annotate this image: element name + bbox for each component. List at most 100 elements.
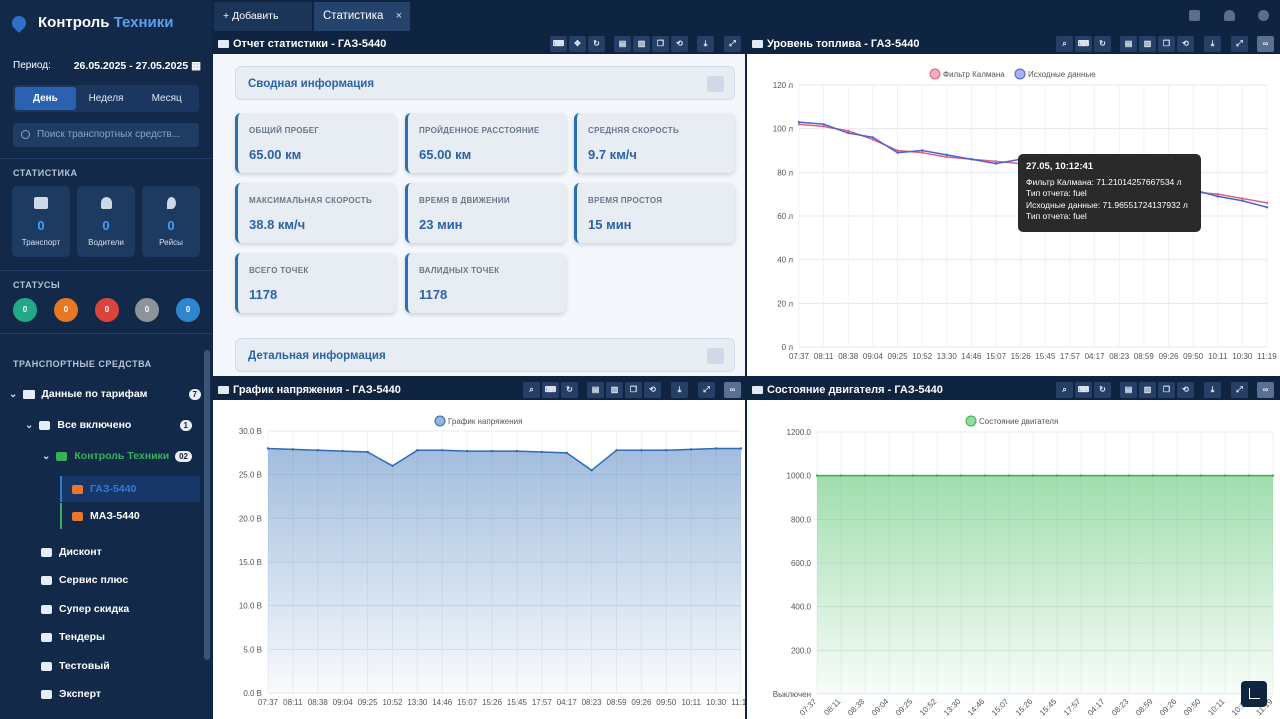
card-avg-speed: СРЕДНЯЯ СКОРОСТЬ 9.7 км/ч bbox=[574, 113, 735, 173]
split-icon[interactable]: ▤ bbox=[614, 36, 631, 52]
tree-all-inclusive[interactable]: ⌄ Все включено 1 bbox=[25, 412, 204, 438]
tree-label: МАЗ-5440 bbox=[90, 510, 140, 522]
calendar-icon[interactable]: ▦ bbox=[191, 60, 201, 72]
download-icon[interactable]: ⤓ bbox=[1204, 382, 1221, 398]
reload-icon[interactable]: ⟲ bbox=[671, 36, 688, 52]
fullscreen-icon[interactable]: ⤢ bbox=[1231, 382, 1248, 398]
tree-vehicle-maz[interactable]: МАЗ-5440 bbox=[60, 503, 200, 529]
stats-heading: СТАТИСТИКА bbox=[13, 168, 78, 178]
link-icon[interactable]: ∞ bbox=[724, 382, 741, 398]
tree-test[interactable]: Тестовый bbox=[41, 653, 212, 679]
move-icon[interactable]: ✥ bbox=[569, 36, 586, 52]
tree-control-tech[interactable]: ⌄ Контроль Техники 02 bbox=[42, 443, 204, 469]
download-icon[interactable]: ⤓ bbox=[697, 36, 714, 52]
refresh-icon[interactable]: ↻ bbox=[588, 36, 605, 52]
period-tab-month[interactable]: Месяц bbox=[151, 93, 182, 104]
keyboard-icon[interactable]: ⌨ bbox=[1075, 36, 1092, 52]
app-logo[interactable]: Контроль Техники bbox=[9, 12, 174, 33]
tree-vehicle-gaz[interactable]: ГАЗ-5440 bbox=[60, 476, 200, 502]
link-icon[interactable]: ∞ bbox=[1257, 36, 1274, 52]
status-dot-offline[interactable]: 0 bbox=[135, 298, 159, 322]
data-point bbox=[590, 469, 593, 472]
status-dot-info[interactable]: 0 bbox=[176, 298, 200, 322]
zoom-icon[interactable]: ⌕ bbox=[523, 382, 540, 398]
copy-icon[interactable]: ❐ bbox=[625, 382, 642, 398]
expand-icon[interactable]: ⤢ bbox=[724, 36, 741, 52]
x-tick-label: 15:45 bbox=[507, 698, 528, 707]
tree-label: Тендеры bbox=[59, 631, 105, 643]
engine-chart[interactable]: Выключен 200.0 400.0 600.0 800.0 1000.0 1200.0… bbox=[747, 400, 1280, 719]
tree-service-plus[interactable]: Сервис плюс bbox=[41, 567, 212, 593]
copy-icon[interactable]: ❐ bbox=[652, 36, 669, 52]
fullscreen-icon[interactable]: ⤢ bbox=[698, 382, 715, 398]
card-key: ВАЛИДНЫХ ТОЧЕК bbox=[419, 266, 500, 275]
keyboard-icon[interactable]: ⌨ bbox=[542, 382, 559, 398]
split-icon[interactable]: ▤ bbox=[1120, 36, 1137, 52]
stat-trips[interactable]: 0 Рейсы bbox=[142, 186, 200, 257]
tree-discount[interactable]: Дисконт bbox=[41, 539, 212, 565]
data-point bbox=[1241, 199, 1244, 202]
stat-drivers[interactable]: 0 Водители bbox=[77, 186, 135, 257]
reload-icon[interactable]: ⟲ bbox=[1177, 382, 1194, 398]
sidebar-scrollbar[interactable] bbox=[204, 350, 210, 660]
zoom-icon[interactable]: ⌕ bbox=[1056, 36, 1073, 52]
reload-icon[interactable]: ⟲ bbox=[1177, 36, 1194, 52]
grid-icon[interactable] bbox=[1189, 10, 1200, 21]
split-icon[interactable]: ▤ bbox=[1120, 382, 1137, 398]
chart-toggle-button[interactable] bbox=[1241, 681, 1267, 707]
columns-icon[interactable]: ▥ bbox=[1139, 382, 1156, 398]
help-icon[interactable] bbox=[1258, 10, 1269, 21]
collapse-icon[interactable] bbox=[707, 348, 724, 364]
copy-icon[interactable]: ❐ bbox=[1158, 382, 1175, 398]
link-icon[interactable]: ∞ bbox=[1257, 382, 1274, 398]
tree-label: Все включено bbox=[57, 419, 132, 431]
x-tick-label: 07:37 bbox=[798, 697, 819, 718]
period-tab-week[interactable]: Неделя bbox=[88, 93, 124, 104]
tree-tariffs[interactable]: ⌄ Данные по тарифам 7 bbox=[9, 381, 212, 407]
status-dot-alarm[interactable]: 0 bbox=[95, 298, 119, 322]
keyboard-icon[interactable]: ⌨ bbox=[1075, 382, 1092, 398]
refresh-icon[interactable]: ↻ bbox=[1094, 36, 1111, 52]
tab-statistics[interactable]: Статистика × bbox=[314, 2, 410, 31]
x-tick-label: 10:30 bbox=[706, 698, 727, 707]
tag-icon bbox=[41, 661, 52, 671]
detail-section-header[interactable]: Детальная информация bbox=[235, 338, 735, 372]
bell-icon[interactable] bbox=[1224, 10, 1235, 21]
add-report-button[interactable]: + Добавить отчет bbox=[214, 2, 312, 51]
download-icon[interactable]: ⤓ bbox=[1204, 36, 1221, 52]
columns-icon[interactable]: ▥ bbox=[633, 36, 650, 52]
x-tick-label: 08:23 bbox=[582, 698, 603, 707]
columns-icon[interactable]: ▥ bbox=[1139, 36, 1156, 52]
tree-expert[interactable]: Эксперт bbox=[41, 681, 212, 707]
stat-vehicles[interactable]: 0 Транспорт bbox=[12, 186, 70, 257]
period-tab-day[interactable]: День bbox=[15, 87, 76, 110]
summary-section-header[interactable]: Сводная информация bbox=[235, 66, 735, 100]
status-dot-active[interactable]: 0 bbox=[13, 298, 37, 322]
user-icon bbox=[100, 197, 112, 209]
keyboard-icon[interactable]: ⌨ bbox=[550, 36, 567, 52]
fullscreen-icon[interactable]: ⤢ bbox=[1231, 36, 1248, 52]
reload-icon[interactable]: ⟲ bbox=[644, 382, 661, 398]
columns-icon[interactable]: ▥ bbox=[606, 382, 623, 398]
collapse-icon[interactable] bbox=[707, 76, 724, 92]
split-icon[interactable]: ▤ bbox=[587, 382, 604, 398]
download-icon[interactable]: ⤓ bbox=[671, 382, 688, 398]
data-point bbox=[316, 449, 319, 452]
tree-tenders[interactable]: Тендеры bbox=[41, 624, 212, 650]
y-tick-label: 600.0 bbox=[791, 559, 812, 568]
status-dot-warning[interactable]: 0 bbox=[54, 298, 78, 322]
voltage-chart[interactable]: 0.0 В 5.0 В 10.0 В 15.0 В 20.0 В 25.0 В 30.0 В… bbox=[213, 400, 745, 719]
x-tick-label: 08:23 bbox=[1109, 352, 1130, 361]
y-tick-label: 15.0 В bbox=[239, 558, 262, 567]
close-icon[interactable]: × bbox=[395, 10, 402, 22]
search-input[interactable]: Поиск транспортных средств... bbox=[13, 123, 199, 147]
refresh-icon[interactable]: ↻ bbox=[1094, 382, 1111, 398]
car-icon bbox=[72, 511, 83, 521]
refresh-icon[interactable]: ↻ bbox=[561, 382, 578, 398]
data-point bbox=[815, 474, 819, 477]
zoom-icon[interactable]: ⌕ bbox=[1056, 382, 1073, 398]
copy-icon[interactable]: ❐ bbox=[1158, 36, 1175, 52]
card-key: ПРОЙДЕННОЕ РАССТОЯНИЕ bbox=[419, 126, 540, 135]
period-value[interactable]: 26.05.2025 - 27.05.2025 ▦ bbox=[74, 60, 201, 72]
tree-super-discount[interactable]: Супер скидка bbox=[41, 596, 212, 622]
